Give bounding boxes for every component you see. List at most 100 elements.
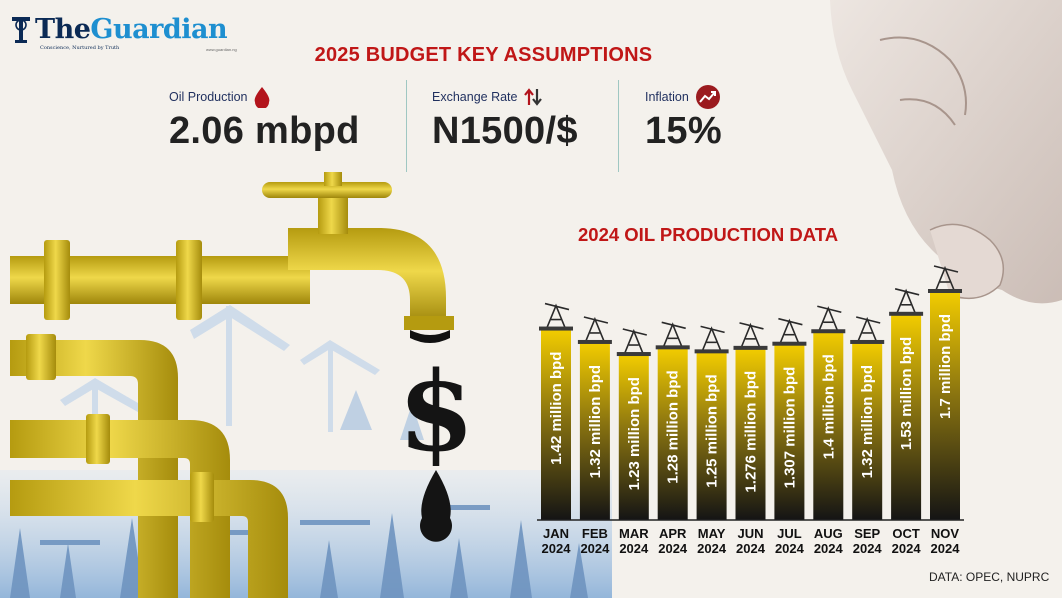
x-tick-label: MAR bbox=[619, 526, 649, 541]
bar-value-label: 1.276 million bpd bbox=[743, 371, 760, 493]
x-tick-label: 2024 bbox=[658, 541, 688, 556]
x-tick-label: 2024 bbox=[580, 541, 610, 556]
logo-the: The bbox=[35, 14, 91, 45]
x-tick-label: SEP bbox=[854, 526, 880, 541]
pump-jack-icon bbox=[700, 325, 725, 351]
dollar-oil-drip-icon: $ bbox=[398, 330, 475, 542]
divider bbox=[406, 80, 407, 172]
x-tick-label: AUG bbox=[814, 526, 843, 541]
data-source: DATA: OPEC, NUPRC bbox=[929, 570, 1050, 584]
bar-cap bbox=[850, 339, 885, 344]
trend-up-icon bbox=[695, 85, 720, 109]
pump-jack-icon bbox=[933, 265, 959, 291]
bar bbox=[813, 332, 844, 520]
kpi-value: 15% bbox=[645, 110, 722, 152]
bar bbox=[579, 342, 610, 520]
pump-jack-icon bbox=[778, 317, 803, 344]
pump-jack-icon bbox=[583, 316, 609, 342]
divider bbox=[618, 80, 619, 172]
bar bbox=[774, 344, 805, 520]
pump-jack-icon bbox=[622, 328, 647, 354]
x-tick-label: 2024 bbox=[814, 541, 844, 556]
up-down-arrows-icon bbox=[524, 88, 543, 106]
bar bbox=[618, 355, 649, 520]
x-tick-label: 2024 bbox=[619, 541, 649, 556]
bar bbox=[852, 342, 883, 520]
pump-jack-icon bbox=[817, 305, 842, 331]
bar-value-label: 1.32 million bpd bbox=[859, 365, 876, 478]
bar-cap bbox=[811, 329, 846, 334]
x-tick-label: 2024 bbox=[697, 541, 727, 556]
pump-jack-icon bbox=[856, 316, 881, 342]
bar-cap bbox=[889, 311, 924, 316]
kpi-value: 2.06 mbpd bbox=[169, 110, 360, 152]
x-tick-label: 2024 bbox=[892, 541, 922, 556]
bar-cap bbox=[616, 352, 651, 357]
guardian-masthead: TheGuardian Conscience, Nurtured by Trut… bbox=[10, 14, 237, 53]
x-tick-label: 2024 bbox=[853, 541, 883, 556]
pump-jack-icon bbox=[544, 302, 570, 328]
bar-value-label: 1.7 million bpd bbox=[937, 314, 954, 419]
kpi-exchange-rate: Exchange Rate N1500/$ bbox=[432, 86, 578, 152]
yellow-pipes bbox=[10, 172, 454, 598]
bar-value-label: 1.53 million bpd bbox=[898, 337, 915, 450]
x-tick-label: JUN bbox=[737, 526, 763, 541]
bar bbox=[930, 292, 960, 520]
bar-value-label: 1.32 million bpd bbox=[587, 365, 604, 478]
bar-value-label: 1.42 million bpd bbox=[548, 352, 565, 465]
bar-cap bbox=[772, 341, 807, 346]
x-tick-label: APR bbox=[659, 526, 687, 541]
bar-cap bbox=[577, 339, 612, 344]
bar bbox=[657, 348, 688, 520]
x-tick-label: MAY bbox=[698, 526, 726, 541]
svg-text:$: $ bbox=[398, 347, 475, 476]
bar-value-label: 1.28 million bpd bbox=[665, 370, 682, 483]
x-tick-label: OCT bbox=[892, 526, 920, 541]
bar-cap bbox=[694, 349, 729, 354]
bar-cap bbox=[928, 289, 962, 293]
guardian-logo-text: TheGuardian bbox=[35, 14, 228, 45]
kpi-value: N1500/$ bbox=[432, 110, 578, 152]
kpi-oil-production: Oil Production 2.06 mbpd bbox=[169, 86, 360, 152]
bar bbox=[891, 314, 922, 520]
logo-tagline: Conscience, Nurtured by Truth bbox=[40, 45, 120, 51]
bar-cap bbox=[655, 345, 690, 350]
page-title: 2025 BUDGET KEY ASSUMPTIONS bbox=[314, 44, 653, 66]
bar bbox=[735, 348, 766, 520]
x-tick-label: JUL bbox=[777, 526, 802, 541]
x-tick-label: JAN bbox=[543, 526, 569, 541]
hand-illustration bbox=[830, 0, 1062, 304]
bar-value-label: 1.307 million bpd bbox=[781, 367, 798, 489]
oil-drop-icon bbox=[254, 87, 269, 108]
kpi-label: Exchange Rate bbox=[432, 90, 518, 104]
x-tick-label: NOV bbox=[931, 526, 960, 541]
bar-cap bbox=[733, 345, 768, 350]
bar bbox=[696, 352, 727, 520]
bar-value-label: 1.4 million bpd bbox=[820, 354, 837, 459]
pump-jack-icon bbox=[661, 321, 686, 347]
kpi-label: Oil Production bbox=[169, 90, 248, 104]
x-tick-label: 2024 bbox=[542, 541, 572, 556]
guardian-logo-icon bbox=[12, 17, 30, 43]
pump-jack-icon bbox=[894, 288, 920, 314]
x-tick-label: 2024 bbox=[736, 541, 766, 556]
kpi-inflation: Inflation 15% bbox=[645, 85, 722, 152]
bar-value-label: 1.25 million bpd bbox=[704, 374, 721, 487]
x-tick-label: FEB bbox=[582, 526, 608, 541]
logo-url: www.guardian.ng bbox=[206, 47, 237, 52]
kpi-label: Inflation bbox=[645, 90, 689, 104]
bar-value-label: 1.23 million bpd bbox=[626, 377, 643, 490]
